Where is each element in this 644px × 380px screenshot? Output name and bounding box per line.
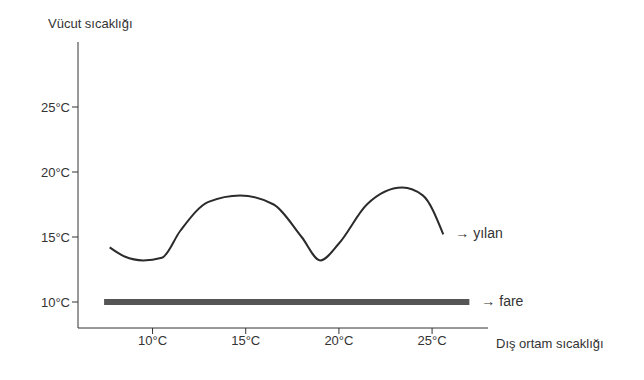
svg-text:25°C: 25°C <box>418 333 447 348</box>
svg-text:Vücut sıcaklığı: Vücut sıcaklığı <box>48 16 133 31</box>
svg-text:10°C: 10°C <box>41 295 70 310</box>
svg-text:20°C: 20°C <box>41 165 70 180</box>
svg-text:10°C: 10°C <box>138 333 167 348</box>
svg-text:→ fare: → fare <box>481 293 523 309</box>
svg-text:15°C: 15°C <box>231 333 260 348</box>
svg-text:25°C: 25°C <box>41 100 70 115</box>
svg-text:15°C: 15°C <box>41 230 70 245</box>
svg-text:→ yılan: → yılan <box>455 225 502 241</box>
svg-text:20°C: 20°C <box>324 333 353 348</box>
svg-text:Dış ortam sıcaklığı: Dış ortam sıcaklığı <box>496 336 604 351</box>
